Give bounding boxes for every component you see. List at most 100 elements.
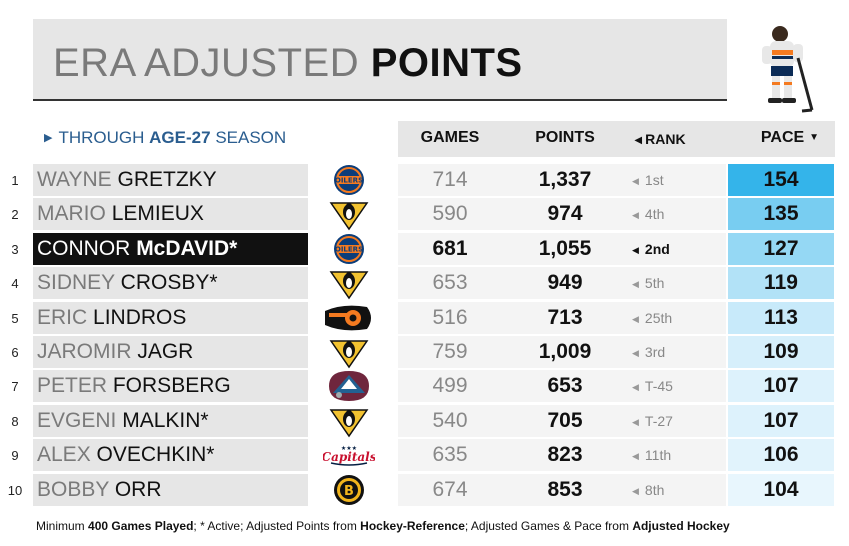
rank-value: ◀ T-27 — [632, 405, 712, 437]
games-value: 674 — [432, 477, 468, 501]
rank-text: 8th — [644, 481, 665, 498]
player-last-name: CROSBY* — [120, 271, 218, 295]
row-number: 1 — [11, 173, 19, 188]
table-row: 3 CONNOR McDAVID* OILERS 681 1,055 ◀ 2nd 127 — [0, 232, 849, 266]
rank-text: 4th — [644, 206, 665, 223]
pace-value: 154 — [763, 168, 799, 191]
pace-bar — [728, 267, 834, 300]
footer-note: Minimum 400 Games Played; * Active; Adju… — [36, 519, 730, 533]
table-row: 1 WAYNE GRETZKY OILERS 714 1,337 ◀ 1st 154 — [0, 163, 849, 197]
table-row: 10 BOBBY ORR B 674 853 ◀ 8th 104 — [0, 473, 849, 507]
data-cell-bg — [398, 267, 726, 300]
footer-b3: Adjusted Hockey — [632, 519, 730, 533]
pace-bar — [728, 370, 834, 403]
header-pace[interactable]: PACE ▼ — [745, 129, 835, 147]
sort-down-icon: ▼ — [809, 132, 820, 143]
player-last-name: FORSBERG — [112, 374, 231, 398]
row-number: 6 — [11, 345, 19, 360]
rank-text: T-45 — [644, 378, 673, 395]
pace-value: 107 — [763, 374, 799, 398]
games-value: 540 — [432, 408, 468, 432]
player-first-name: BOBBY — [37, 477, 109, 501]
player-last-name: ORR — [114, 477, 162, 501]
games-value: 681 — [432, 236, 468, 260]
rank-text: 25th — [644, 309, 673, 326]
row-number: 9 — [11, 448, 19, 464]
points-value: 1,055 — [538, 236, 592, 260]
row-number: 3 — [11, 241, 19, 257]
row-number: 8 — [11, 413, 19, 429]
player-first-name: ERIC — [37, 305, 88, 329]
pace-value: 127 — [763, 236, 799, 260]
player-last-name: LEMIEUX — [111, 202, 204, 226]
pittsburgh-penguins-logo-icon — [323, 197, 375, 231]
edmonton-oilers-logo-icon: OILERS — [323, 163, 375, 197]
rank-value: ◀ T-45 — [632, 370, 712, 402]
data-cell-bg — [398, 439, 726, 472]
svg-text:OILERS: OILERS — [335, 177, 363, 185]
rank-text: 1st — [644, 172, 664, 188]
player-first-name: MARIO — [37, 202, 106, 226]
player-last-name: MALKIN* — [122, 408, 209, 432]
player-name: MARIO LEMIEUX — [33, 198, 308, 231]
rank-text: 2nd — [644, 240, 670, 257]
pace-bar — [728, 473, 834, 506]
footer-t1: Minimum — [36, 519, 89, 533]
table-row: 2 MARIO LEMIEUX 590 974 ◀ 4th 135 — [0, 197, 849, 231]
pace-value: 106 — [763, 443, 799, 467]
pace-bar — [728, 301, 834, 334]
points-value: 974 — [547, 202, 583, 226]
svg-text:B: B — [344, 484, 354, 499]
games-value: 653 — [432, 271, 468, 295]
svg-text:OILERS: OILERS — [335, 245, 363, 253]
row-number: 10 — [7, 482, 23, 498]
header-rank-label: RANK — [645, 131, 686, 147]
games-value: 590 — [432, 202, 468, 226]
player-first-name: ALEX — [37, 443, 91, 467]
header-games[interactable]: GAMES — [420, 129, 480, 146]
triangle-left-icon: ◀ — [632, 210, 639, 221]
data-cell-bg — [398, 404, 726, 437]
pace-bar — [728, 164, 834, 196]
triangle-left-icon: ◀ — [632, 279, 639, 290]
subtitle: ▶ THROUGH AGE-27 SEASON — [44, 128, 286, 148]
points-value: 949 — [547, 271, 583, 295]
points-value: 1,337 — [538, 168, 592, 191]
player-last-name: JAGR — [137, 340, 194, 363]
chart-title: ERA ADJUSTED POINTS — [53, 43, 523, 83]
data-cell-bg — [398, 370, 726, 403]
pace-value: 135 — [763, 202, 799, 226]
player-name: ERIC LINDROS — [33, 301, 308, 334]
pace-value: 113 — [764, 305, 798, 329]
pittsburgh-penguins-logo-icon — [323, 404, 375, 438]
row-number: 7 — [11, 379, 19, 395]
player-last-name: McDAVID* — [136, 236, 238, 260]
pace-value: 119 — [764, 271, 798, 295]
subtitle-suffix: SEASON — [215, 128, 287, 147]
header-rank[interactable]: ◀ RANK — [625, 131, 695, 147]
table-row: 5 ERIC LINDROS 516 713 ◀ 25th 113 — [0, 301, 849, 335]
points-value: 653 — [547, 374, 583, 398]
header-points[interactable]: POINTS — [535, 129, 595, 146]
rank-value: ◀ 8th — [632, 474, 712, 506]
table-row: 7 PETER FORSBERG 499 653 ◀ T-45 107 — [0, 369, 849, 403]
column-header-band — [398, 121, 835, 157]
player-name: WAYNE GRETZKY — [33, 164, 308, 196]
games-value: 759 — [432, 340, 468, 363]
rank-text: T-27 — [644, 412, 673, 429]
rank-text: 3rd — [644, 344, 666, 360]
player-first-name: WAYNE — [37, 168, 112, 191]
pace-value: 109 — [763, 340, 799, 363]
games-value: 635 — [432, 443, 468, 467]
table-row: 8 EVGENI MALKIN* 540 705 ◀ T-27 107 — [0, 404, 849, 438]
pittsburgh-penguins-logo-icon — [323, 266, 375, 300]
pace-bar — [728, 232, 834, 265]
play-arrow-icon: ▶ — [44, 132, 53, 144]
philadelphia-flyers-logo-icon — [323, 301, 375, 335]
data-cell-bg — [398, 336, 726, 368]
player-name: CONNOR McDAVID* — [33, 232, 308, 265]
colorado-avalanche-logo-icon — [323, 369, 375, 403]
player-last-name: LINDROS — [93, 305, 187, 329]
title-bold: POINTS — [370, 41, 523, 85]
data-cell-bg — [398, 198, 726, 231]
